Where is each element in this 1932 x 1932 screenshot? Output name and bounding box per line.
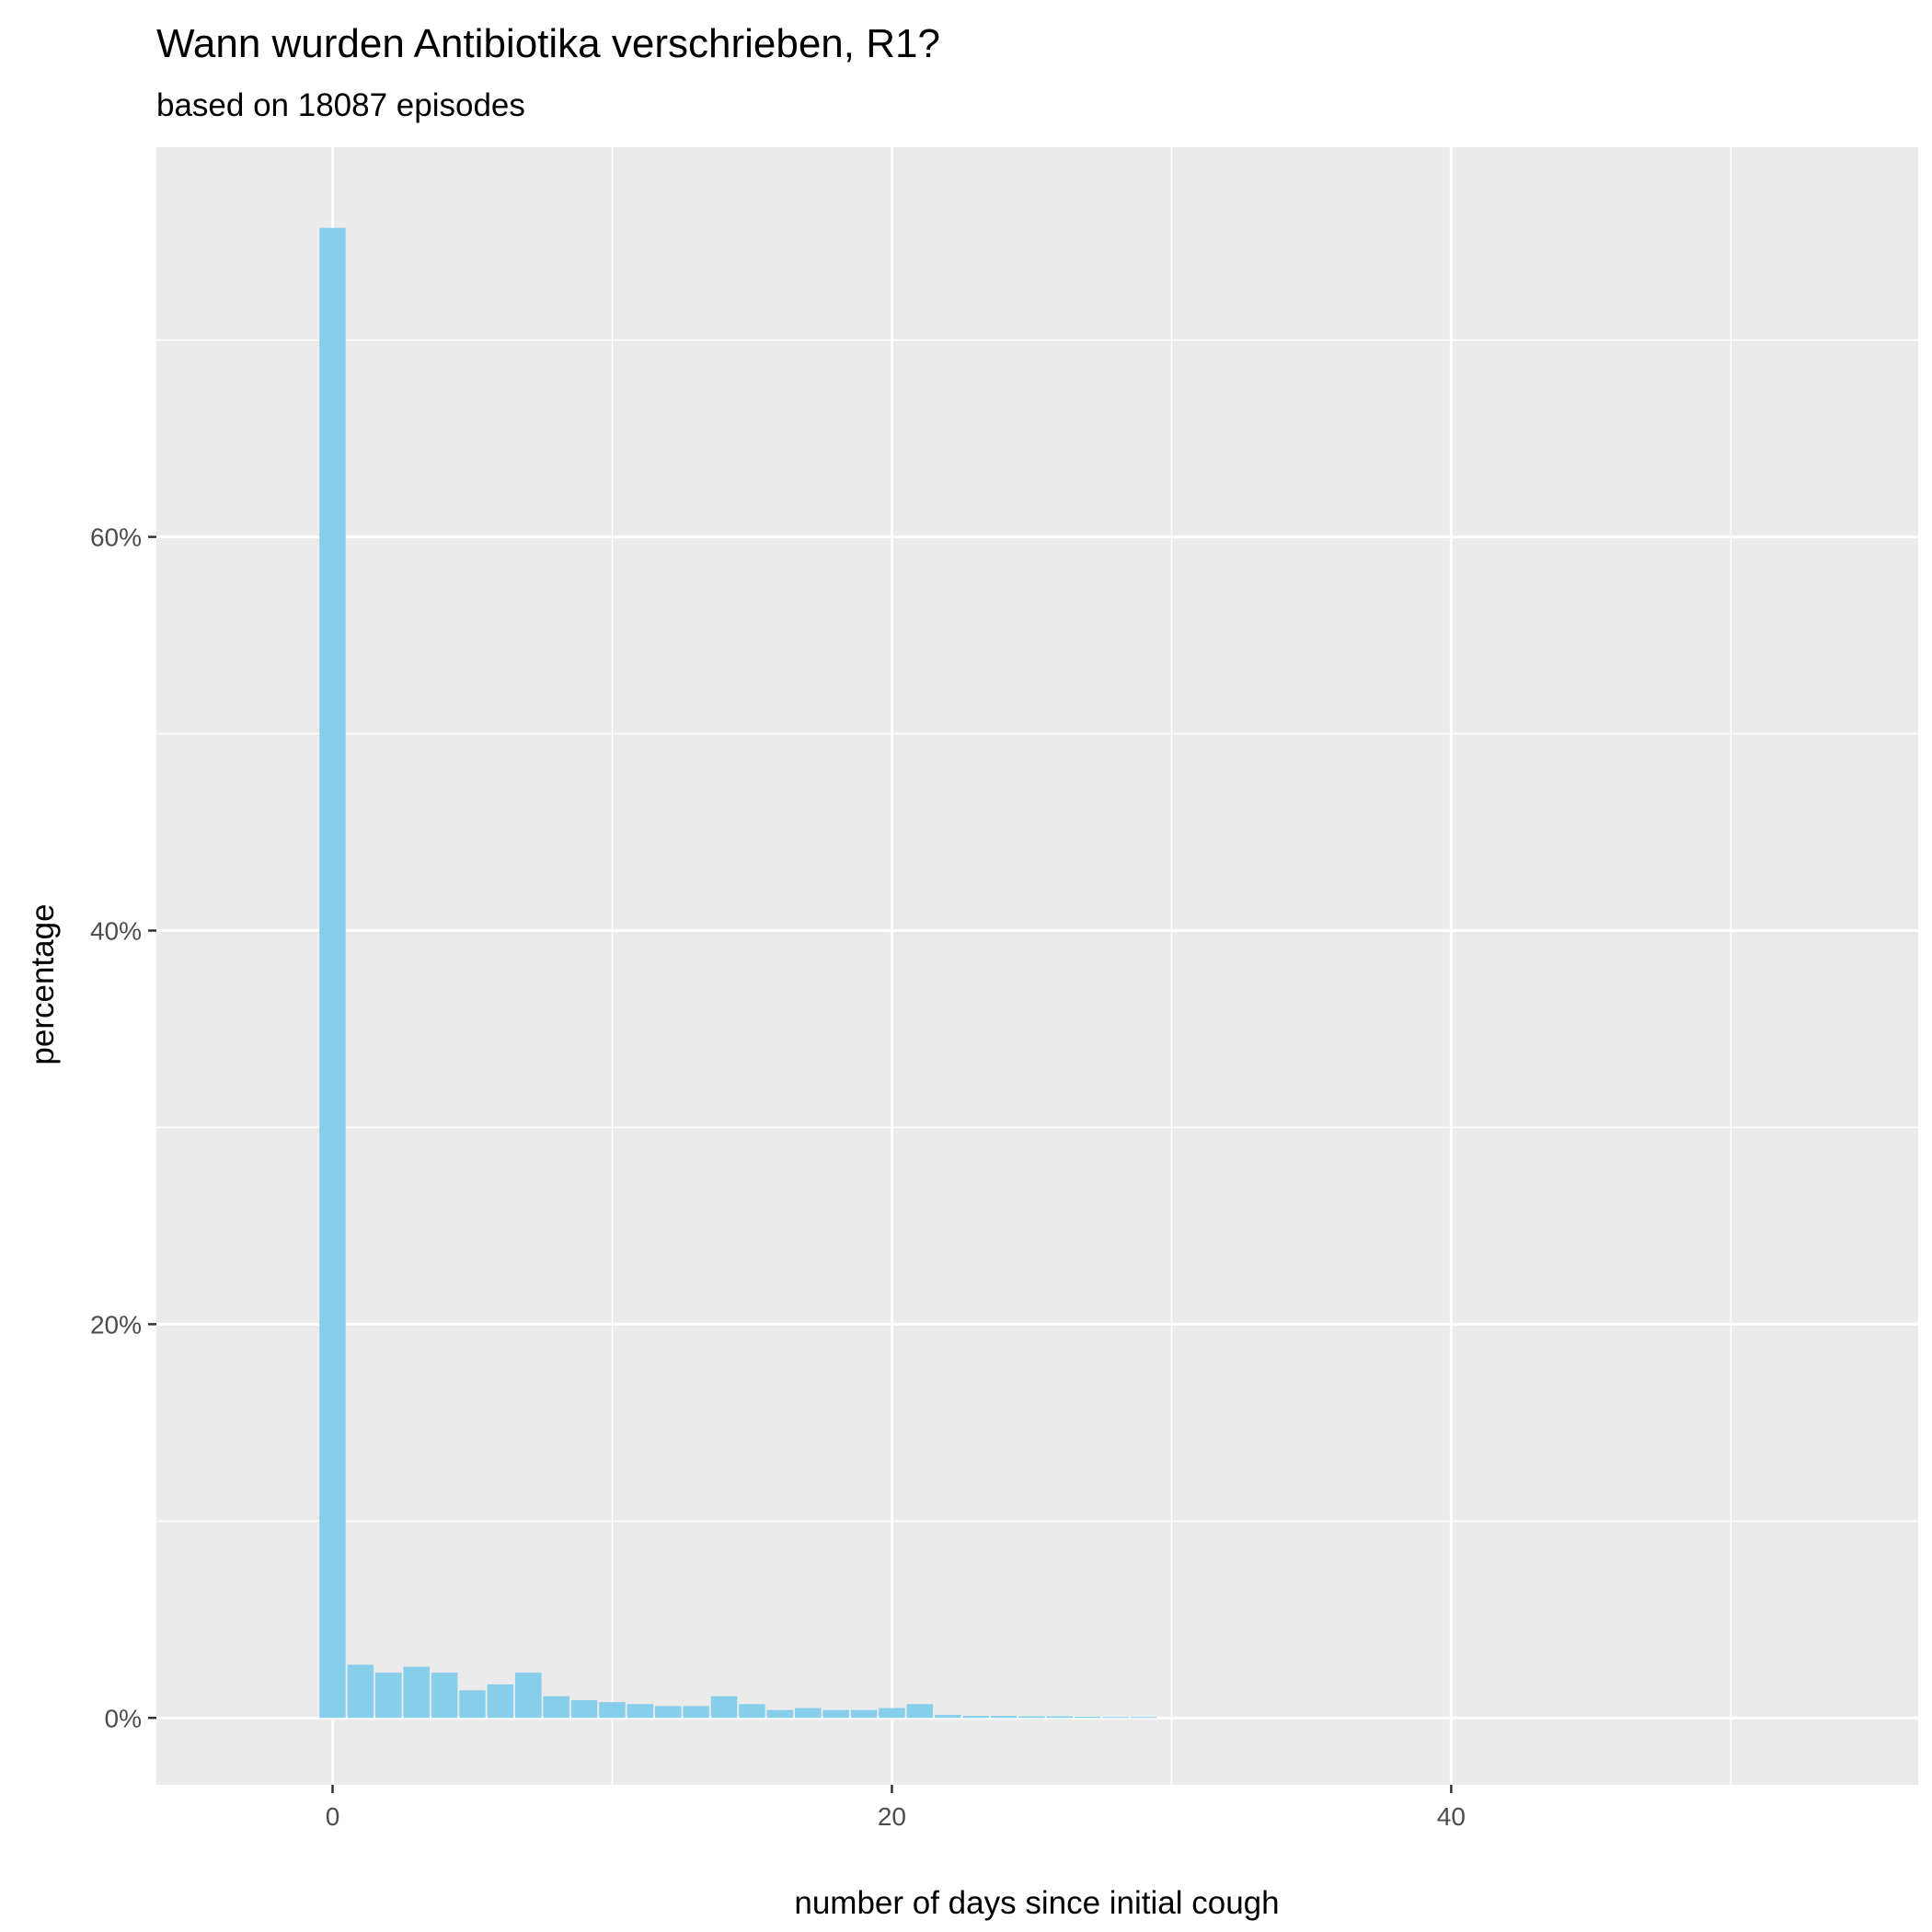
bar xyxy=(654,1706,682,1719)
y-axis-ticks: 0% 20% 40% 60% xyxy=(90,523,156,1732)
y-tick-label: 0% xyxy=(105,1704,142,1732)
y-axis-title: percentage xyxy=(25,903,61,1064)
chart-subtitle: based on 18087 episodes xyxy=(156,87,525,123)
bar xyxy=(1102,1717,1129,1719)
chart-title: Wann wurden Antibiotika verschrieben, R1… xyxy=(156,21,940,66)
x-tick-label: 20 xyxy=(878,1802,906,1831)
bar xyxy=(543,1696,569,1719)
bar xyxy=(766,1709,794,1719)
x-tick-label: 40 xyxy=(1437,1802,1466,1831)
bar xyxy=(347,1664,374,1719)
bar xyxy=(403,1666,430,1719)
bar xyxy=(990,1716,1018,1719)
bar xyxy=(962,1716,989,1719)
bar xyxy=(879,1708,905,1719)
bars xyxy=(319,227,1157,1719)
bar xyxy=(1018,1716,1045,1719)
bar xyxy=(822,1709,849,1719)
y-tick-label: 20% xyxy=(90,1310,142,1339)
bar xyxy=(599,1702,626,1719)
bar xyxy=(431,1673,458,1719)
bar xyxy=(627,1704,654,1719)
bar xyxy=(934,1715,961,1719)
x-tick-label: 0 xyxy=(326,1802,340,1831)
x-axis-title: number of days since initial cough xyxy=(794,1885,1279,1921)
bar xyxy=(739,1704,765,1719)
plot-panel xyxy=(156,147,1918,1785)
bar xyxy=(683,1706,709,1719)
bar xyxy=(1046,1716,1074,1719)
x-axis-ticks: 0 20 40 xyxy=(326,1785,1466,1831)
bar xyxy=(710,1696,738,1719)
bar xyxy=(570,1700,598,1719)
y-tick-label: 40% xyxy=(90,916,142,945)
bar xyxy=(487,1684,514,1719)
bar xyxy=(850,1709,878,1719)
bar xyxy=(459,1690,486,1719)
bar xyxy=(514,1673,542,1719)
bar xyxy=(375,1673,402,1719)
bar xyxy=(1130,1717,1157,1719)
bar xyxy=(906,1704,934,1719)
y-tick-label: 60% xyxy=(90,523,142,552)
bar xyxy=(319,227,346,1719)
minor-gridlines xyxy=(156,147,1918,1785)
bar xyxy=(1074,1716,1101,1719)
bar xyxy=(794,1708,822,1719)
